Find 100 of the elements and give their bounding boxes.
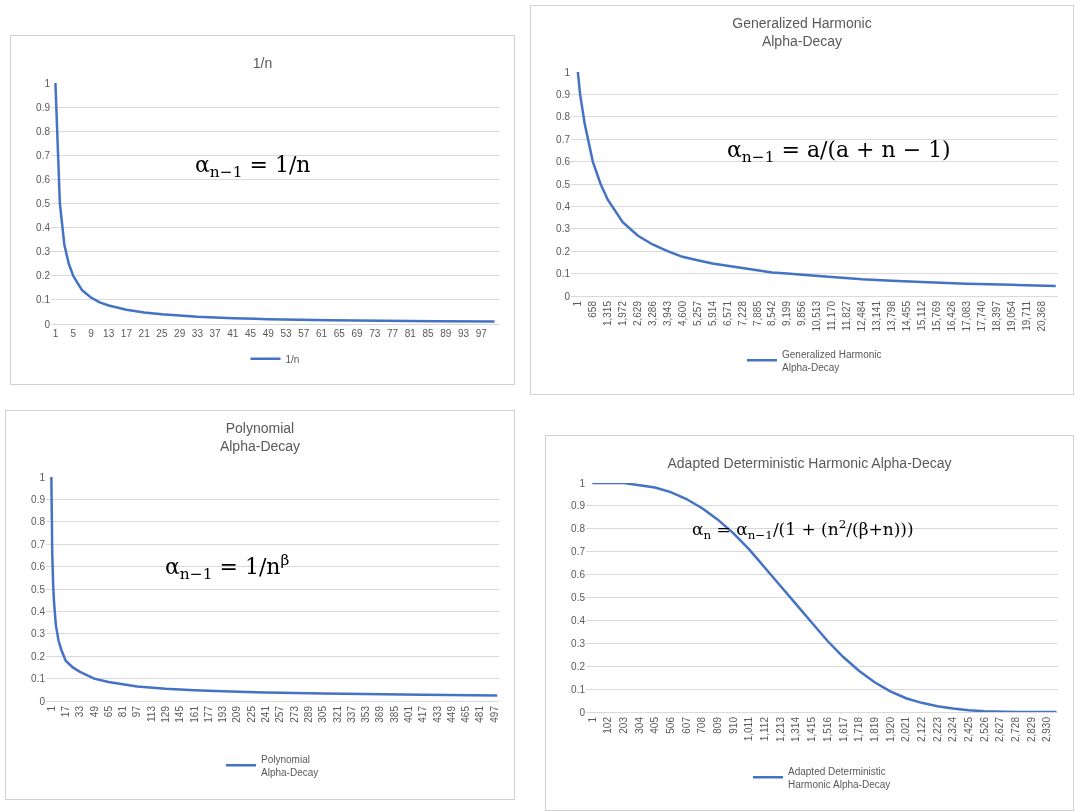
- y-tick-label: 0.9: [571, 500, 586, 512]
- y-tick-label: 0.4: [571, 614, 586, 626]
- x-tick-label: 53: [280, 328, 293, 339]
- x-tick-label: 2,425: [962, 716, 974, 743]
- x-tick-label: 49: [88, 705, 100, 718]
- legend-label: 1/n: [285, 353, 300, 365]
- x-tick-label: 16,426: [945, 300, 957, 332]
- x-tick-label: 417: [417, 705, 429, 723]
- y-tick-label: 0.1: [36, 294, 51, 306]
- x-tick-label: 13,141: [871, 300, 883, 332]
- x-tick-label: 1,920: [884, 716, 896, 743]
- y-tick-label: 0.8: [31, 516, 46, 528]
- x-tick-label: 273: [288, 705, 300, 723]
- x-tick-label: 1,617: [837, 716, 849, 743]
- y-tick-label: 0.9: [36, 101, 51, 113]
- x-tick-label: 3,943: [661, 300, 673, 327]
- y-tick-label: 1: [579, 477, 586, 489]
- x-tick-label: 17,740: [975, 300, 987, 332]
- annotation: α$_{n−1}$ = 1/n: [195, 152, 311, 181]
- x-tick-label: 77: [386, 328, 399, 339]
- x-tick-label: 9,856: [796, 300, 808, 327]
- x-tick-label: 57: [298, 328, 310, 339]
- x-tick-label: 25: [156, 328, 168, 339]
- x-tick-label: 93: [457, 328, 470, 339]
- x-tick-label: 161: [188, 705, 200, 723]
- y-tick-label: 0: [39, 695, 46, 707]
- line-series: [591, 483, 1058, 712]
- x-tick-label: 17,083: [960, 300, 972, 332]
- x-tick-label: 177: [202, 705, 214, 723]
- x-tick-label: 241: [260, 705, 272, 723]
- y-tick-label: 0.8: [571, 523, 586, 535]
- x-tick-label: 1: [52, 328, 59, 339]
- y-tick-label: 0.3: [571, 637, 586, 649]
- x-tick-label: 289: [302, 705, 314, 723]
- x-tick-label: 61: [316, 328, 328, 339]
- x-tick-label: 305: [317, 705, 329, 723]
- x-tick-label: 658: [587, 300, 599, 318]
- x-tick-label: 1,415: [806, 716, 818, 743]
- x-tick-label: 4,600: [676, 300, 688, 327]
- x-tick-label: 1,011: [743, 716, 755, 742]
- x-tick-label: 497: [488, 705, 500, 723]
- y-tick-label: 0.5: [556, 178, 571, 190]
- chart-title: 1/n: [252, 54, 273, 71]
- x-tick-label: 11,827: [841, 300, 853, 331]
- y-tick-label: 1: [39, 471, 46, 483]
- x-tick-label: 7,885: [751, 300, 763, 327]
- y-tick-label: 0.6: [36, 173, 51, 185]
- y-tick-label: 0.9: [556, 88, 571, 100]
- x-tick-label: 337: [345, 705, 357, 723]
- y-tick-label: 0.1: [31, 673, 46, 685]
- y-tick-label: 0.9: [31, 493, 46, 505]
- line-series: [50, 477, 499, 697]
- annotation: α$_{n}$ = α$_{n−1}$/(1 + (n$^{2}$/(β+n))): [692, 517, 914, 542]
- y-tick-label: 0.5: [31, 583, 46, 595]
- x-tick-label: 65: [102, 705, 114, 718]
- x-tick-label: 2,829: [1025, 716, 1037, 743]
- x-tick-label: 405: [649, 716, 661, 734]
- y-tick-label: 0: [564, 290, 571, 302]
- x-tick-label: 49: [262, 328, 275, 339]
- x-tick-label: 102: [602, 716, 614, 734]
- line-series: [576, 72, 1057, 288]
- y-tick-label: 0.3: [556, 223, 571, 235]
- x-tick-label: 45: [245, 328, 257, 339]
- y-tick-label: 0.3: [31, 628, 46, 640]
- y-tick-label: 0.5: [36, 198, 51, 209]
- line-series: [54, 83, 496, 323]
- x-tick-label: 5,257: [691, 300, 703, 327]
- x-tick-label: 1: [586, 716, 598, 723]
- y-tick-label: 0.8: [36, 125, 51, 137]
- x-tick-label: 809: [712, 716, 724, 734]
- x-tick-label: 209: [231, 705, 243, 723]
- y-tick-label: 0.6: [31, 561, 46, 573]
- x-tick-label: 9,199: [781, 300, 793, 327]
- y-tick-label: 0.2: [571, 660, 586, 672]
- x-tick-label: 1,213: [774, 716, 786, 743]
- x-tick-label: 15,769: [930, 300, 942, 332]
- y-tick-label: 1: [44, 77, 51, 89]
- x-tick-label: 97: [131, 705, 143, 718]
- chart-title: Generalized Harmonic Alpha-Decay: [732, 15, 872, 50]
- x-tick-label: 65: [333, 328, 346, 339]
- x-tick-label: 304: [633, 716, 645, 734]
- x-tick-label: 607: [680, 716, 692, 734]
- x-tick-label: 5,914: [706, 300, 718, 327]
- x-tick-label: 2,526: [978, 716, 990, 743]
- x-tick-label: 2,223: [931, 716, 943, 743]
- x-tick-label: 15,112: [915, 300, 927, 331]
- x-tick-label: 129: [159, 705, 171, 723]
- legend-label: Generalized Harmonic Alpha-Decay: [782, 348, 882, 373]
- x-tick-label: 13,798: [886, 300, 898, 332]
- x-tick-label: 1,516: [821, 716, 833, 743]
- y-tick-label: 0.7: [31, 538, 46, 550]
- x-tick-label: 113: [145, 705, 157, 722]
- annotation: α$_{n−1}$ = 1/n$^{β}$: [165, 551, 290, 583]
- x-tick-label: 17: [59, 705, 71, 718]
- x-tick-label: 17: [120, 328, 133, 339]
- x-tick-label: 13: [103, 328, 115, 339]
- x-tick-label: 73: [369, 328, 381, 339]
- y-tick-label: 0.1: [556, 268, 571, 280]
- x-tick-label: 89: [440, 328, 452, 339]
- x-tick-label: 1,315: [602, 300, 613, 327]
